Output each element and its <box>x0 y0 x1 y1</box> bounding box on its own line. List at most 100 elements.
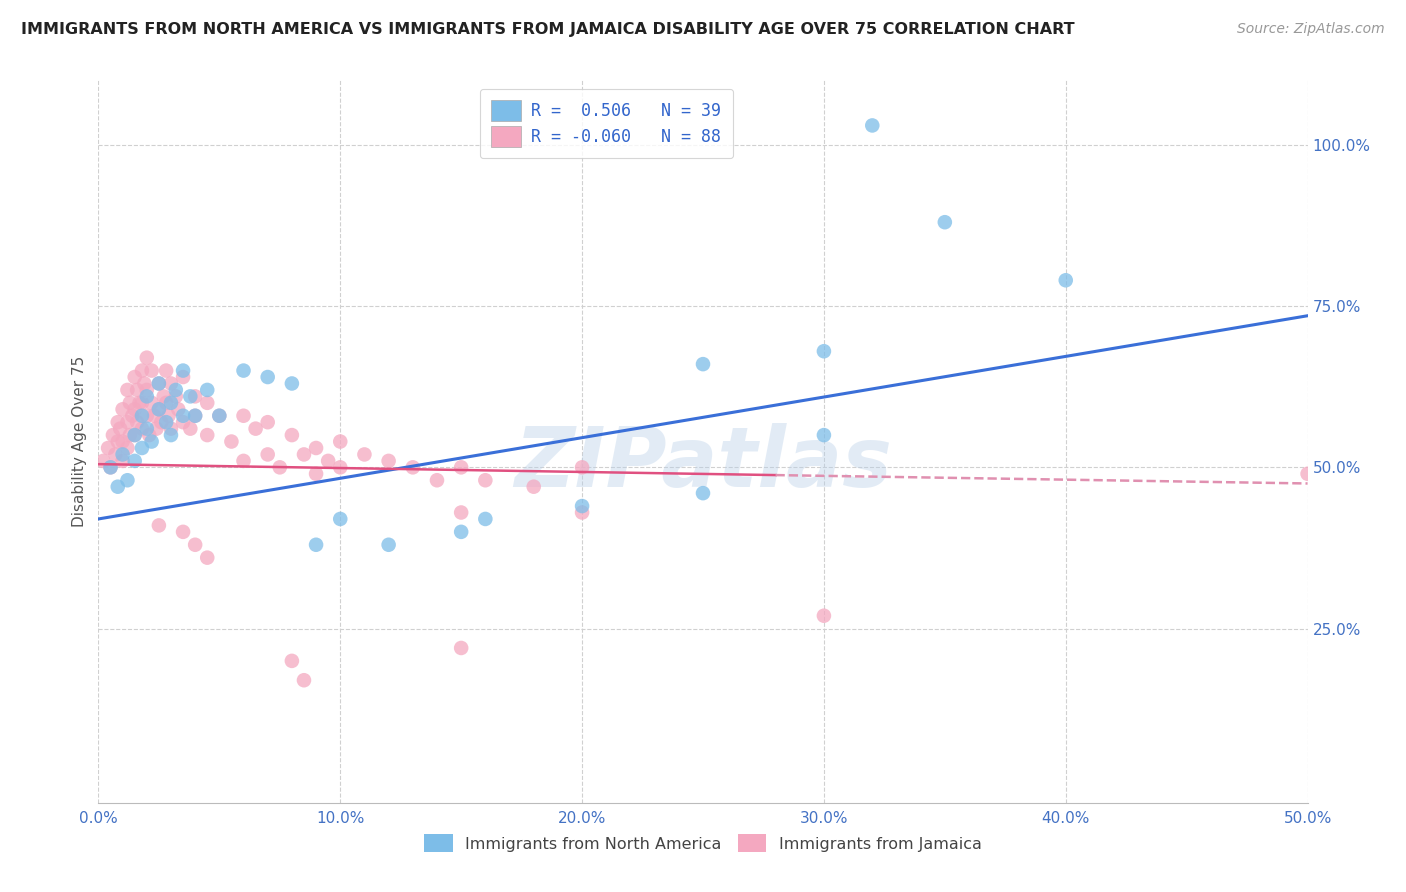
Point <box>148 402 170 417</box>
Point <box>256 447 278 461</box>
Point <box>184 538 207 552</box>
Point <box>256 370 278 384</box>
Point <box>118 396 141 410</box>
Point <box>107 415 129 429</box>
Point <box>571 506 593 520</box>
Point <box>184 409 207 423</box>
Point <box>426 473 449 487</box>
Point <box>179 422 201 436</box>
Point <box>450 506 472 520</box>
Point <box>135 422 157 436</box>
Point <box>860 119 883 133</box>
Point <box>195 396 218 410</box>
Point <box>172 363 194 377</box>
Text: ZIPatlas: ZIPatlas <box>515 423 891 504</box>
Point <box>152 389 174 403</box>
Point <box>329 460 352 475</box>
Y-axis label: Disability Age Over 75: Disability Age Over 75 <box>72 356 87 527</box>
Text: Source: ZipAtlas.com: Source: ZipAtlas.com <box>1237 22 1385 37</box>
Point <box>167 402 190 417</box>
Point <box>100 460 122 475</box>
Point <box>195 550 218 565</box>
Point <box>160 396 183 410</box>
Point <box>474 473 496 487</box>
Point <box>232 454 254 468</box>
Point <box>195 428 218 442</box>
Point <box>256 415 278 429</box>
Point <box>208 409 231 423</box>
Point <box>377 538 399 552</box>
Point <box>145 422 167 436</box>
Point <box>121 409 143 423</box>
Point <box>124 402 146 417</box>
Point <box>692 357 714 371</box>
Point <box>108 422 131 436</box>
Point <box>111 447 134 461</box>
Point <box>155 415 177 429</box>
Point <box>97 441 120 455</box>
Point <box>813 608 835 623</box>
Point <box>292 673 315 688</box>
Point <box>232 363 254 377</box>
Point <box>813 344 835 359</box>
Point <box>117 383 139 397</box>
Point <box>571 460 593 475</box>
Point <box>138 428 160 442</box>
Point <box>179 389 201 403</box>
Point <box>353 447 375 461</box>
Point <box>316 454 339 468</box>
Point <box>1054 273 1077 287</box>
Point <box>160 422 183 436</box>
Point <box>450 524 472 539</box>
Point <box>100 460 122 475</box>
Point <box>571 499 593 513</box>
Point <box>1296 467 1319 481</box>
Point <box>127 415 149 429</box>
Point <box>91 454 114 468</box>
Point <box>135 409 157 423</box>
Point <box>141 434 163 449</box>
Point <box>131 422 153 436</box>
Point <box>131 396 153 410</box>
Point <box>172 409 194 423</box>
Point <box>131 441 153 455</box>
Point <box>232 409 254 423</box>
Point <box>934 215 956 229</box>
Point <box>377 454 399 468</box>
Point <box>157 409 180 423</box>
Point <box>172 370 194 384</box>
Point <box>221 434 243 449</box>
Point <box>117 415 139 429</box>
Point <box>195 383 218 397</box>
Point <box>127 383 149 397</box>
Point <box>305 538 328 552</box>
Point <box>111 402 134 417</box>
Point <box>143 409 166 423</box>
Point <box>172 524 194 539</box>
Point <box>148 376 170 391</box>
Point <box>150 415 173 429</box>
Point <box>269 460 291 475</box>
Point <box>450 640 472 655</box>
Point <box>474 512 496 526</box>
Point <box>128 396 150 410</box>
Point <box>107 480 129 494</box>
Point <box>172 415 194 429</box>
Point <box>148 376 170 391</box>
Point <box>155 396 177 410</box>
Point <box>131 409 153 423</box>
Point <box>117 473 139 487</box>
Point <box>124 370 146 384</box>
Point <box>281 654 304 668</box>
Text: IMMIGRANTS FROM NORTH AMERICA VS IMMIGRANTS FROM JAMAICA DISABILITY AGE OVER 75 : IMMIGRANTS FROM NORTH AMERICA VS IMMIGRA… <box>21 22 1074 37</box>
Point <box>813 428 835 442</box>
Point <box>131 363 153 377</box>
Point <box>124 428 146 442</box>
Point <box>141 363 163 377</box>
Point <box>160 428 183 442</box>
Point <box>329 512 352 526</box>
Point <box>450 460 472 475</box>
Point <box>184 409 207 423</box>
Point <box>124 428 146 442</box>
Point <box>305 467 328 481</box>
